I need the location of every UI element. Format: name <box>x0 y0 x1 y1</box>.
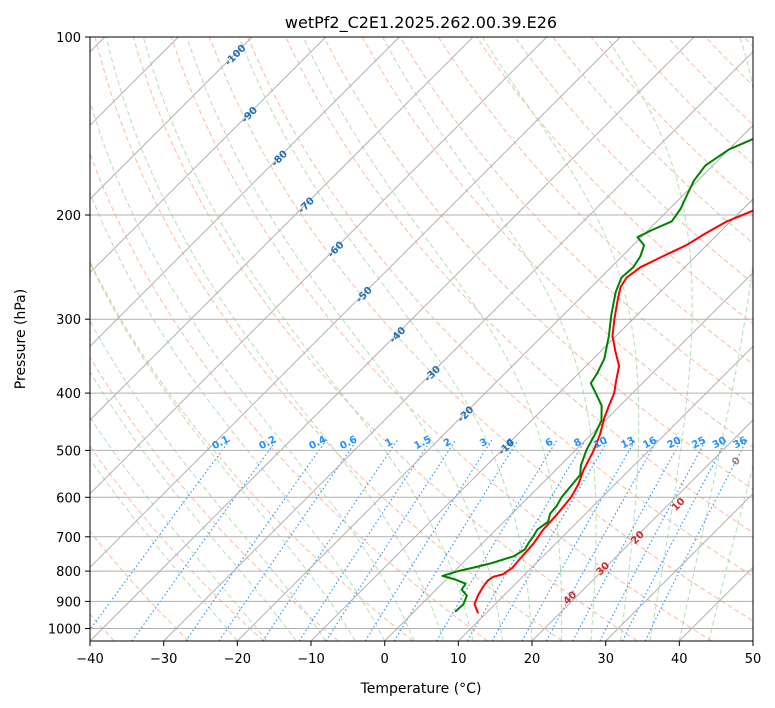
plot-area: 0.1 0.2 0.4 0.6 1 1.5 2 3 4 6 8 10 13 16 20 25 30 36-100-… <box>90 37 753 641</box>
mixing-ratio-label: 6 <box>544 437 555 450</box>
x-axis-label: Temperature (°C) <box>360 681 482 697</box>
dry-adiabat-line <box>170 37 712 641</box>
moist-adiabat-line <box>382 37 597 641</box>
y-tick-label: 900 <box>56 595 81 610</box>
isotherm-line <box>163 50 753 641</box>
x-tick-label: 10 <box>450 652 467 667</box>
dry-adiabat-line <box>132 37 638 641</box>
mixing-ratio-line <box>521 439 636 641</box>
skewed-isotherms <box>90 37 753 641</box>
moist-adiabat-line <box>481 37 640 641</box>
dry-adiabat-line <box>90 445 264 641</box>
pressure-gridlines <box>90 37 753 629</box>
dry-adiabat-line <box>437 37 753 365</box>
x-tick-label: 40 <box>671 652 688 667</box>
isotherm-line <box>605 492 753 641</box>
dry-adiabat-line <box>514 37 753 284</box>
moist-adiabats <box>90 37 753 641</box>
dry-adiabat-line <box>323 37 753 491</box>
moist-adiabat-line <box>90 416 268 641</box>
moist-adiabat-line <box>186 37 503 641</box>
y-axis-label: Pressure (hPa) <box>13 289 29 389</box>
chart-title: wetPf2_C2E1.2025.262.00.39.E26 <box>285 13 557 33</box>
dewpoint-profile-line <box>441 137 753 613</box>
mixing-ratio-line <box>435 439 558 641</box>
y-tick-label: 1000 <box>48 623 81 638</box>
moist-adiabat-line <box>90 458 238 641</box>
isotherm-line <box>90 37 400 348</box>
isotherm-line <box>90 37 695 641</box>
mixing-ratio-line <box>298 439 432 641</box>
mixing-ratio-line <box>364 439 493 641</box>
dry-adiabat-line <box>209 37 753 622</box>
mixing-ratio-line <box>185 439 327 641</box>
y-tick-label: 600 <box>56 491 81 506</box>
isotherm-line <box>90 37 548 495</box>
moist-adiabat-line <box>90 320 327 641</box>
mixing-ratio-line <box>491 439 609 641</box>
plot-frame <box>89 36 754 642</box>
x-tick-label: 0 <box>381 652 389 667</box>
dry-adiabat-line <box>247 37 753 577</box>
mixing-ratio-line <box>467 439 586 641</box>
x-tick-label: −40 <box>76 652 103 667</box>
y-tick-label: 400 <box>56 387 81 402</box>
x-tick-label: 20 <box>524 652 541 667</box>
x-tick-label: −20 <box>224 652 251 667</box>
x-tick-label: 50 <box>745 652 762 667</box>
moist-adiabat-line <box>302 37 563 641</box>
isotherm-line <box>90 37 474 421</box>
mixing-ratio-line <box>262 439 399 641</box>
moist-adiabat-line <box>90 191 386 641</box>
moist-adiabat-line <box>606 37 693 641</box>
y-tick-label: 300 <box>56 313 81 328</box>
isotherm-line <box>90 37 327 274</box>
isotherm-line <box>90 37 253 200</box>
y-tick-label: 500 <box>56 444 81 459</box>
y-tick-label: 200 <box>56 209 81 224</box>
mixing-ratio-label: 4 <box>505 437 516 450</box>
mixing-ratio-line <box>545 439 658 641</box>
moist-adiabat-line <box>105 37 445 641</box>
y-tick-label: 700 <box>56 531 81 546</box>
moist-adiabat-line <box>708 464 753 641</box>
x-tick-label: −10 <box>297 652 324 667</box>
dry-adiabat-line <box>90 356 339 641</box>
dry-adiabat-line <box>399 37 753 407</box>
mixing-ratio-label: 1 <box>384 437 395 450</box>
x-tick-label: −30 <box>150 652 177 667</box>
moist-adiabat-line <box>678 37 753 641</box>
y-axis-ticks: 1000 900 800 700 600 500 400 300 200 100 <box>48 31 90 638</box>
x-tick-label: 30 <box>597 652 614 667</box>
isotherm-line <box>236 124 753 641</box>
moist-adiabat-line <box>90 261 356 641</box>
moist-adiabat-line <box>238 37 533 641</box>
dry-adiabat-line <box>94 37 563 641</box>
mixing-ratio-line <box>90 439 231 631</box>
y-tick-label: 100 <box>56 31 81 46</box>
mixing-ratio-line <box>218 439 358 641</box>
profile-curves <box>441 137 753 614</box>
mixing-ratio-label: 3 <box>478 437 489 450</box>
dry-adiabat-line <box>90 152 488 641</box>
isotherm-line <box>531 419 753 641</box>
mixing-ratio-line <box>325 439 457 641</box>
mixing-ratio-label: 8 <box>572 437 583 450</box>
isotherm-line <box>90 37 621 569</box>
isotherm-line <box>457 345 753 641</box>
isotherm-line <box>384 271 753 641</box>
y-tick-label: 800 <box>56 565 81 580</box>
mixing-ratio-label: 2 <box>442 437 453 450</box>
mixing-ratio-line <box>644 439 748 641</box>
moist-adiabat-line <box>142 37 474 641</box>
dry-adiabat-line <box>90 530 190 641</box>
temperature-profile-line <box>473 209 753 614</box>
x-axis-ticks: −40 −30 −20 −10 0 10 20 30 40 50 <box>76 641 761 667</box>
